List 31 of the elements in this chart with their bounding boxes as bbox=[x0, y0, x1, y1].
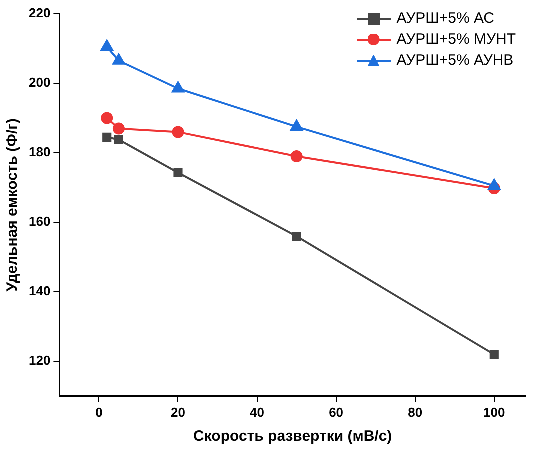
legend-label: АУРШ+5% АС bbox=[396, 10, 494, 27]
point bbox=[172, 126, 184, 138]
point bbox=[292, 232, 302, 242]
x-tick-label: 20 bbox=[171, 404, 186, 420]
y-tick-label: 200 bbox=[28, 75, 51, 90]
point bbox=[102, 132, 112, 142]
x-axis-title: Скорость развертки (мВ/с) bbox=[194, 428, 392, 446]
y-tick-label: 220 bbox=[28, 6, 51, 21]
x-tick-label: 60 bbox=[329, 404, 344, 420]
point bbox=[490, 350, 499, 360]
point bbox=[114, 135, 124, 144]
y-tick-label: 140 bbox=[28, 284, 51, 299]
y-axis-title: Удельная емкость (Ф/г) bbox=[4, 118, 22, 292]
point bbox=[290, 120, 303, 131]
y-tick-label: 160 bbox=[28, 214, 51, 230]
x-tick-label: 80 bbox=[408, 404, 423, 420]
point bbox=[488, 179, 501, 190]
point bbox=[100, 40, 114, 52]
point bbox=[172, 82, 184, 93]
legend-label: АУРШ+5% АУНВ bbox=[396, 52, 514, 69]
x-tick-label: 40 bbox=[250, 404, 265, 420]
x-tick-label: 0 bbox=[96, 404, 103, 420]
point bbox=[290, 150, 303, 163]
point bbox=[174, 168, 183, 178]
legend-label: АУРШ+5% МУНТ bbox=[396, 31, 516, 48]
point bbox=[112, 54, 126, 65]
point bbox=[112, 122, 125, 135]
y-tick-label: 180 bbox=[28, 144, 51, 160]
point bbox=[101, 112, 114, 124]
x-tick-label: 100 bbox=[484, 404, 506, 420]
y-tick-label: 120 bbox=[28, 353, 51, 368]
